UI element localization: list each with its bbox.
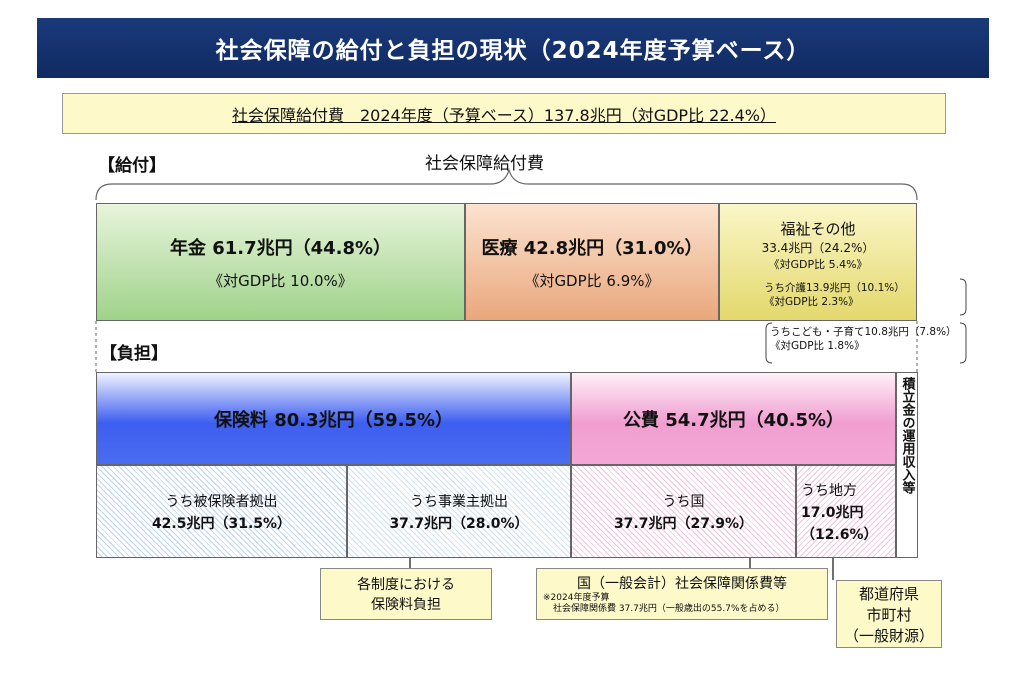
local-label: うち地方 bbox=[801, 482, 857, 499]
insured-contribution-box: うち被保険者拠出 42.5兆円（31.5%） bbox=[96, 465, 347, 558]
national-callout-title: 国（一般会計）社会保障関係費等 bbox=[577, 576, 787, 592]
insurance-callout-line1: 各制度における bbox=[357, 577, 455, 593]
welfare-label: 福祉その他 bbox=[780, 220, 856, 238]
national-value: 37.7兆円（27.9%） bbox=[613, 515, 754, 532]
medical-box: 医療 42.8兆円（31.0%） 《対GDP比 6.9%》 bbox=[465, 203, 719, 321]
national-callout: 国（一般会計）社会保障関係費等 ※2024年度予算 社会保障関係費 37.7兆円… bbox=[536, 568, 828, 620]
local-pct: （12.6%） bbox=[801, 526, 878, 543]
local-callout-line1: 都道府県 bbox=[858, 584, 919, 603]
summary-banner: 社会保障給付費 2024年度（予算ベース）137.8兆円（対GDP比 22.4%… bbox=[62, 93, 946, 134]
national-label: うち国 bbox=[662, 493, 705, 510]
pension-label: 年金 61.7兆円（44.8%） bbox=[169, 237, 392, 259]
care-label: うち介護13.9兆円（10.1%） bbox=[764, 282, 905, 294]
children-gdp: 《対GDP比 1.8%》 bbox=[770, 340, 865, 352]
local-value: 17.0兆円 bbox=[801, 504, 864, 521]
benefits-total-label: 社会保障給付費 bbox=[425, 154, 544, 174]
children-note: うちこども・子育て10.8兆円（7.8%） 《対GDP比 1.8%》 bbox=[770, 325, 966, 353]
care-note: うち介護13.9兆円（10.1%） 《対GDP比 2.3%》 bbox=[764, 281, 964, 309]
medical-label: 医療 42.8兆円（31.0%） bbox=[481, 237, 703, 259]
insurance-callout: 各制度における 保険料負担 bbox=[320, 568, 492, 620]
employer-contribution-box: うち事業主拠出 37.7兆円（28.0%） bbox=[347, 465, 571, 558]
welfare-value: 33.4兆円（24.2%） bbox=[761, 241, 875, 255]
benefits-header: 【給付】 bbox=[98, 156, 166, 176]
insured-value: 42.5兆円（31.5%） bbox=[151, 515, 292, 532]
pension-gdp: 《対GDP比 10.0%》 bbox=[208, 271, 353, 290]
insurance-callout-line2: 保険料負担 bbox=[371, 597, 441, 613]
welfare-box: 福祉その他 33.4兆円（24.2%） 《対GDP比 5.4%》 bbox=[719, 203, 917, 321]
local-callout: 都道府県 市町村 （一般財源） bbox=[836, 580, 942, 648]
page-title: 社会保障の給付と負担の現状（2024年度予算ベース） bbox=[37, 18, 989, 78]
children-label: うちこども・子育て10.8兆円（7.8%） bbox=[770, 326, 957, 338]
national-callout-note1: ※2024年度予算 bbox=[543, 593, 610, 603]
national-funds-box: うち国 37.7兆円（27.9%） bbox=[571, 465, 796, 558]
local-callout-line2: 市町村 bbox=[866, 605, 912, 624]
burden-header: 【負担】 bbox=[100, 344, 168, 364]
employer-label: うち事業主拠出 bbox=[410, 493, 508, 510]
insured-label: うち被保険者拠出 bbox=[165, 493, 278, 510]
summary-text: 社会保障給付費 2024年度（予算ベース）137.8兆円（対GDP比 22.4%… bbox=[231, 105, 776, 125]
welfare-gdp: 《対GDP比 5.4%》 bbox=[768, 258, 868, 271]
insurance-label: 保険料 80.3兆円（59.5%） bbox=[213, 409, 454, 431]
local-callout-line3: （一般財源） bbox=[843, 626, 934, 645]
local-funds-box: うち地方 17.0兆円 （12.6%） bbox=[796, 465, 896, 558]
medical-gdp: 《対GDP比 6.9%》 bbox=[524, 271, 660, 290]
national-callout-note2: 社会保障関係費 37.7兆円（一般歳出の55.7%を占める） bbox=[553, 604, 785, 614]
care-gdp: 《対GDP比 2.3%》 bbox=[764, 296, 859, 308]
public-funds-label: 公費 54.7兆円（40.5%） bbox=[622, 409, 845, 431]
reserve-income-box: 積立金の運用収入等 bbox=[896, 372, 918, 558]
insurance-box: 保険料 80.3兆円（59.5%） bbox=[96, 372, 571, 465]
pension-box: 年金 61.7兆円（44.8%） 《対GDP比 10.0%》 bbox=[96, 203, 465, 321]
public-funds-box: 公費 54.7兆円（40.5%） bbox=[571, 372, 896, 465]
employer-value: 37.7兆円（28.0%） bbox=[389, 515, 529, 532]
